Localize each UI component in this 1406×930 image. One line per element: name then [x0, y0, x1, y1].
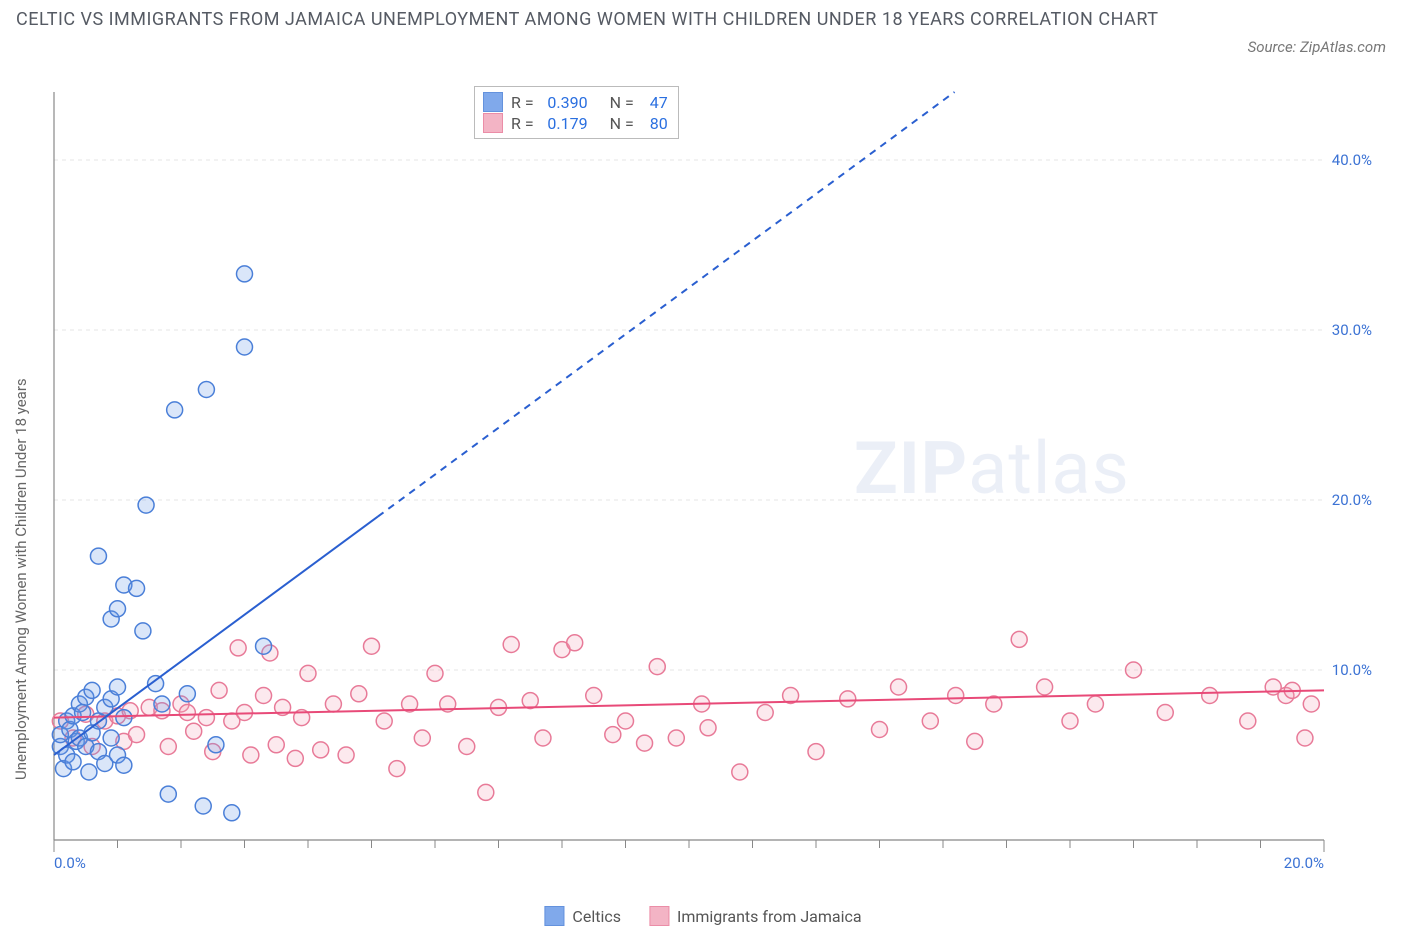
bottom-legend: Celtics Immigrants from Jamaica [544, 906, 861, 926]
stat-r-label: R = [511, 114, 534, 133]
stat-n-value: 80 [640, 114, 668, 133]
source-attribution: Source: ZipAtlas.com [1248, 38, 1386, 56]
stat-n-label: N = [610, 93, 634, 112]
stat-r-value: 0.390 [540, 93, 588, 112]
svg-text:20.0%: 20.0% [1332, 491, 1372, 509]
legend-swatch [544, 906, 564, 926]
legend-swatch [649, 906, 669, 926]
svg-text:40.0%: 40.0% [1332, 151, 1372, 169]
svg-text:0.0%: 0.0% [54, 854, 86, 872]
bottom-legend-item: Immigrants from Jamaica [649, 906, 862, 926]
chart-title: CELTIC VS IMMIGRANTS FROM JAMAICA UNEMPL… [16, 6, 1206, 33]
legend-stats-box: R = 0.390 N = 47 R = 0.179 N = 80 [474, 86, 679, 139]
bottom-legend-item: Celtics [544, 906, 621, 926]
y-axis-label: Unemployment Among Women with Children U… [12, 378, 30, 780]
plot-svg: 0.0% 20.0% 10.0% 20.0% 30.0% 40.0% [44, 86, 1384, 876]
svg-text:20.0%: 20.0% [1284, 854, 1324, 872]
stat-r-label: R = [511, 93, 534, 112]
svg-text:30.0%: 30.0% [1332, 321, 1372, 339]
scatter-plot: 0.0%20.0%10.0%20.0%30.0%40.0% ZIPatlas R… [44, 86, 1384, 876]
legend-stats-row: R = 0.179 N = 80 [483, 113, 668, 133]
legend-swatch [483, 113, 503, 133]
legend-swatch [483, 92, 503, 112]
stat-r-value: 0.179 [540, 114, 588, 133]
legend-stats-row: R = 0.390 N = 47 [483, 92, 668, 112]
svg-text:10.0%: 10.0% [1332, 661, 1372, 679]
stat-n-value: 47 [640, 93, 668, 112]
legend-series-name: Celtics [572, 907, 621, 926]
stat-n-label: N = [610, 114, 634, 133]
legend-series-name: Immigrants from Jamaica [677, 907, 862, 926]
